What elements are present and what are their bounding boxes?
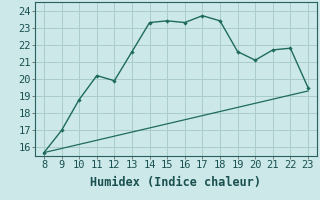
X-axis label: Humidex (Indice chaleur): Humidex (Indice chaleur) bbox=[91, 176, 261, 189]
